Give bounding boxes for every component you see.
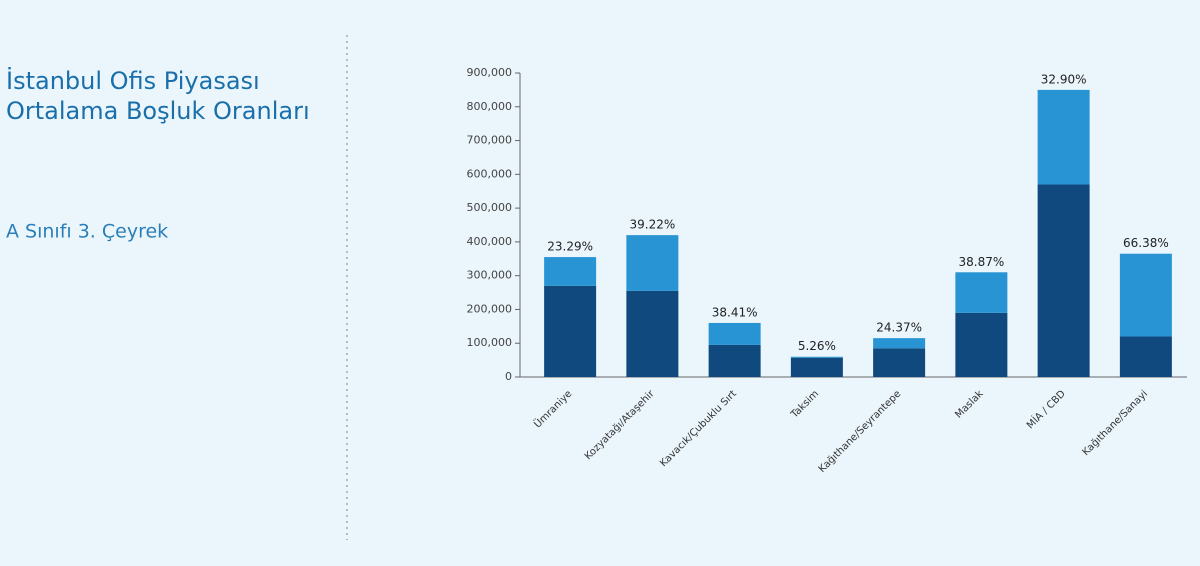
y-tick-label: 300,000 <box>467 269 513 282</box>
y-tick-label: 200,000 <box>467 302 513 315</box>
bar-segment <box>708 344 761 377</box>
bar-segment <box>1119 253 1172 337</box>
bar-segment <box>955 312 1008 377</box>
y-tick-label: 500,000 <box>467 201 513 214</box>
y-tick-label: 400,000 <box>467 235 513 248</box>
bar-label: 38.41% <box>712 305 758 319</box>
bar-label: 32.90% <box>1041 72 1087 86</box>
subtitle: A Sınıfı 3. Çeyrek <box>6 221 168 243</box>
y-tick-label: 600,000 <box>467 167 513 180</box>
bar-segment <box>1037 184 1090 377</box>
bar-label: 24.37% <box>876 321 922 335</box>
bar-segment <box>955 272 1008 313</box>
bar-segment <box>626 235 679 291</box>
bar-label: 23.29% <box>547 240 593 254</box>
title-line: İstanbul Ofis Piyasası <box>6 66 260 95</box>
bar-label: 66.38% <box>1123 236 1169 250</box>
y-tick-label: 700,000 <box>467 134 513 147</box>
bar-segment <box>708 322 761 345</box>
y-tick-label: 800,000 <box>467 100 513 113</box>
bar-segment <box>544 257 597 286</box>
bar-segment <box>1119 336 1172 377</box>
bar-segment <box>873 348 926 377</box>
bar-segment <box>544 285 597 377</box>
y-tick-label: 900,000 <box>467 66 513 79</box>
bar-segment <box>1037 89 1090 185</box>
bar-label: 38.87% <box>958 255 1004 269</box>
bar-segment <box>790 356 843 358</box>
y-tick-label: 100,000 <box>467 336 513 349</box>
bar-label: 5.26% <box>798 339 836 353</box>
y-tick-label: 0 <box>505 370 512 383</box>
bar-segment <box>873 338 926 349</box>
bar-segment <box>626 290 679 377</box>
bar-label: 39.22% <box>629 218 675 232</box>
bar-segment <box>790 357 843 377</box>
title-line: Ortalama Boşluk Oranları <box>6 97 310 125</box>
